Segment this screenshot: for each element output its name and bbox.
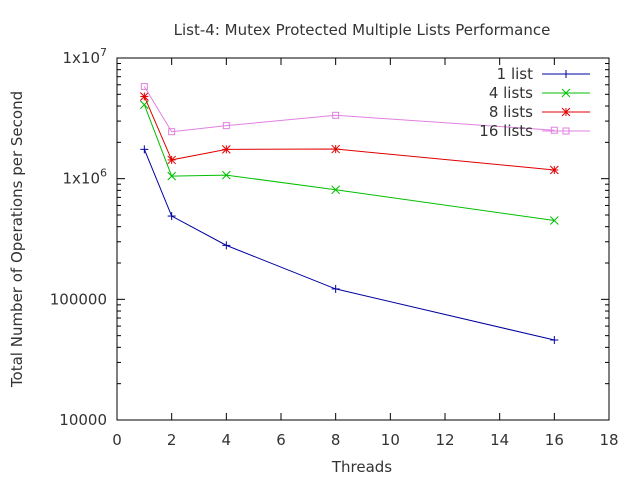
- x-tick-label: 18: [599, 431, 618, 449]
- data-point-1-list: [550, 336, 559, 345]
- plot-frame: [116, 57, 610, 421]
- y-tick-label-base: 100000: [50, 290, 107, 308]
- data-point-4-lists: [167, 171, 177, 181]
- x-tick-label: 6: [276, 431, 286, 449]
- data-point-4-lists: [331, 185, 341, 195]
- data-point-8-lists: [167, 155, 177, 165]
- legend-marker-1-list: [562, 70, 570, 78]
- x-tick-label: 10: [381, 431, 400, 449]
- y-axis-label: Total Number of Operations per Second: [8, 91, 26, 388]
- x-axis: 0 2 4 6 8 10 12 14 16 18: [112, 58, 619, 449]
- legend-marker-4-lists: [561, 88, 571, 98]
- legend-label-8-lists: 8 lists: [489, 103, 533, 121]
- x-tick-label: 8: [331, 431, 341, 449]
- data-point-8-lists: [549, 165, 559, 175]
- y-tick-label-base: 1x10: [62, 170, 100, 188]
- data-point-16-lists: [140, 83, 148, 91]
- x-tick-label: 2: [167, 431, 177, 449]
- chart-title: List-4: Mutex Protected Multiple Lists P…: [174, 21, 551, 39]
- legend-marker-16-lists: [562, 127, 570, 135]
- data-point-4-lists: [221, 170, 231, 180]
- x-tick-label: 14: [490, 431, 509, 449]
- data-point-1-list: [167, 212, 176, 221]
- legend-label-16-lists: 16 lists: [479, 122, 533, 140]
- series-line-1-list: [143, 149, 555, 341]
- y-tick-label: 1x107: [62, 46, 107, 67]
- data-point-4-lists: [549, 216, 559, 225]
- data-point-1-list: [140, 145, 149, 154]
- data-point-8-lists: [221, 144, 231, 154]
- data-point-16-lists: [222, 122, 230, 130]
- y-tick-label-base: 1x10: [62, 49, 100, 67]
- data-point-8-lists: [139, 92, 149, 101]
- data-point-8-lists: [331, 144, 341, 154]
- legend-label-1-list: 1 list: [497, 65, 533, 83]
- data-point-16-lists: [168, 128, 176, 136]
- data-point-16-lists: [332, 111, 340, 119]
- legend-marker-8-lists: [561, 107, 571, 117]
- y-tick-label: 1x106: [62, 167, 107, 188]
- y-tick-label-base: 10000: [59, 411, 107, 429]
- data-point-1-list: [222, 241, 231, 250]
- data-point-16-lists: [550, 126, 558, 134]
- series-layer: [139, 83, 559, 345]
- y-tick-label: 10000: [59, 411, 107, 429]
- y-tick-label: 100000: [50, 290, 107, 308]
- y-tick-label-exponent: 7: [100, 46, 107, 59]
- x-tick-label: 0: [112, 431, 122, 449]
- x-axis-label: Threads: [331, 458, 392, 476]
- y-tick-label-exponent: 6: [100, 167, 107, 180]
- legend-label-4-lists: 4 lists: [489, 84, 533, 102]
- x-tick-label: 4: [222, 431, 232, 449]
- x-tick-label: 16: [545, 431, 564, 449]
- data-point-1-list: [331, 284, 340, 293]
- x-tick-label: 12: [435, 431, 454, 449]
- series-line-16-lists: [143, 86, 555, 133]
